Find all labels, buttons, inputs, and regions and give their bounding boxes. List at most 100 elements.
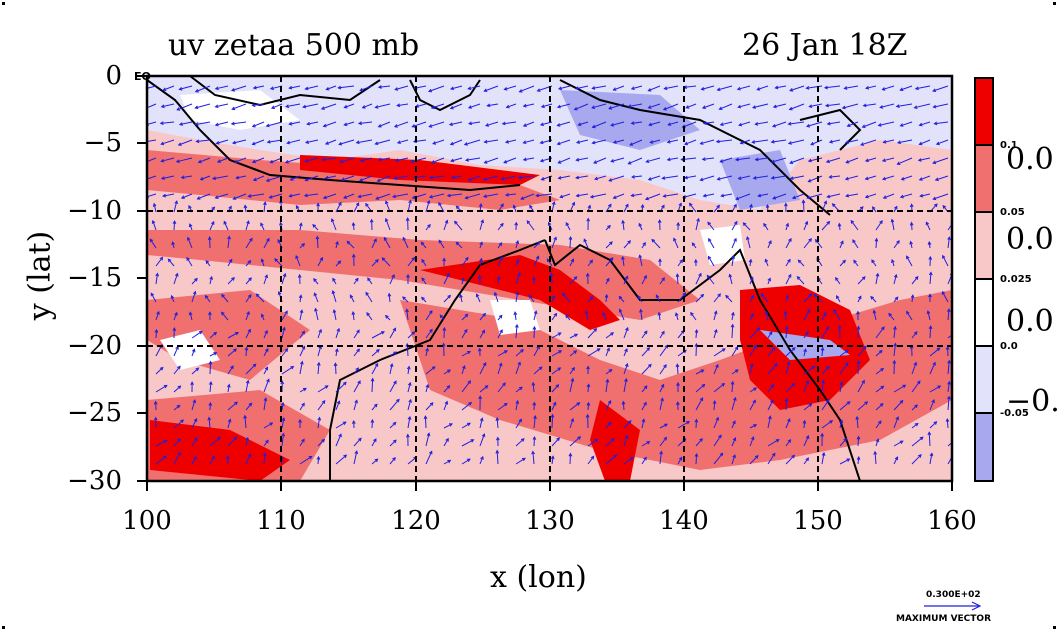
wind-vector-head — [791, 195, 796, 200]
wind-vector-head — [389, 362, 394, 368]
wind-vector-head — [702, 193, 707, 198]
wind-vector-head — [760, 292, 765, 297]
wind-vector-head — [162, 193, 167, 198]
wind-vector — [865, 193, 877, 198]
wind-vector-head — [846, 401, 851, 405]
wind-vector-head — [343, 454, 348, 459]
wind-vector — [560, 193, 571, 198]
wind-vector-head — [316, 202, 320, 207]
wind-vector — [299, 361, 303, 375]
wind-vector — [389, 457, 396, 465]
wind-vector-head — [217, 436, 221, 441]
wind-vector — [232, 103, 247, 110]
wind-vector — [209, 332, 217, 339]
wind-vector — [304, 193, 319, 197]
wind-vector-head — [466, 422, 471, 427]
plot-title: uv zetaa 500 mb — [168, 28, 420, 63]
wind-vector — [785, 347, 796, 357]
wind-vector-head — [160, 141, 165, 146]
wind-vector — [550, 273, 553, 285]
wind-vector — [587, 438, 598, 447]
wind-vector — [915, 85, 931, 90]
wind-vector — [827, 193, 841, 198]
wind-vector-head — [712, 399, 717, 404]
wind-vector — [860, 139, 877, 146]
wind-vector-head — [338, 433, 342, 438]
wind-vector-head — [556, 437, 561, 442]
wind-vector — [227, 365, 234, 375]
wind-vector — [789, 85, 805, 92]
wind-vector — [659, 345, 669, 357]
wind-vector-head — [805, 86, 810, 90]
wind-vector-head — [807, 158, 812, 163]
wind-vector-head — [214, 195, 219, 199]
wind-vector-head — [932, 361, 936, 366]
wind-vector-head — [763, 222, 767, 227]
wind-vector — [195, 121, 211, 126]
wind-vector — [551, 332, 562, 339]
wind-vector — [191, 367, 199, 375]
wind-vector — [806, 85, 823, 89]
wind-vector-head — [482, 177, 487, 181]
wind-vector-head — [484, 385, 489, 389]
wind-vector-head — [878, 349, 883, 354]
wind-vector — [857, 456, 860, 465]
wind-vector-head — [381, 331, 385, 335]
wind-vector-head — [245, 436, 250, 441]
wind-vector — [845, 175, 859, 180]
wind-vector — [753, 175, 769, 179]
wind-vector-head — [700, 293, 705, 298]
wind-vector-head — [515, 399, 520, 404]
wind-vector — [541, 103, 553, 108]
wind-vector-head — [186, 256, 190, 261]
wind-vector-head — [233, 159, 238, 164]
wind-vector-head — [366, 312, 370, 316]
wind-vector — [155, 257, 163, 267]
wind-vector-head — [479, 241, 483, 246]
wind-vector — [443, 423, 453, 429]
wind-vector-head — [864, 194, 869, 199]
wind-vector-head — [589, 259, 594, 264]
wind-vector — [551, 237, 557, 249]
wind-vector-head — [861, 124, 866, 128]
wind-vector — [713, 348, 726, 357]
wind-vector — [515, 259, 519, 267]
wind-vector — [476, 294, 481, 303]
wind-vector — [719, 103, 733, 110]
wind-vector-head — [667, 122, 672, 126]
wind-vector-head — [226, 383, 231, 388]
wind-vector — [605, 241, 613, 249]
wind-vector-head — [499, 256, 503, 261]
wind-vector — [449, 121, 463, 126]
wind-vector-head — [734, 369, 739, 373]
wind-vector-head — [607, 421, 612, 426]
wind-vector — [479, 330, 485, 339]
neg-strong-1 — [560, 90, 700, 150]
wind-vector-head — [764, 310, 769, 315]
wind-vector-head — [246, 310, 250, 315]
wind-vector — [385, 218, 391, 231]
wind-vector-head — [324, 141, 329, 145]
wind-vector-head — [211, 455, 215, 460]
wind-vector-head — [552, 401, 557, 406]
wind-vector — [731, 437, 736, 447]
wind-vector-head — [394, 87, 399, 91]
wind-vector — [234, 157, 247, 163]
max-vector-arrow — [924, 601, 982, 611]
wind-vector-head — [837, 324, 842, 329]
wind-vector — [179, 121, 193, 125]
wind-vector — [469, 121, 481, 125]
wind-vector — [461, 380, 471, 393]
wind-vector — [695, 218, 700, 231]
wind-vector — [155, 455, 167, 465]
wind-vector — [497, 223, 504, 231]
wind-vector — [371, 363, 379, 375]
wind-vector — [397, 103, 409, 107]
wind-vector-head — [373, 403, 378, 408]
wind-vector-head — [446, 385, 451, 389]
wind-vector — [353, 437, 362, 447]
xtick-2: 120 — [391, 506, 441, 536]
wind-vector — [640, 309, 643, 321]
wind-vector — [317, 329, 322, 339]
wind-vector-head — [694, 418, 699, 423]
